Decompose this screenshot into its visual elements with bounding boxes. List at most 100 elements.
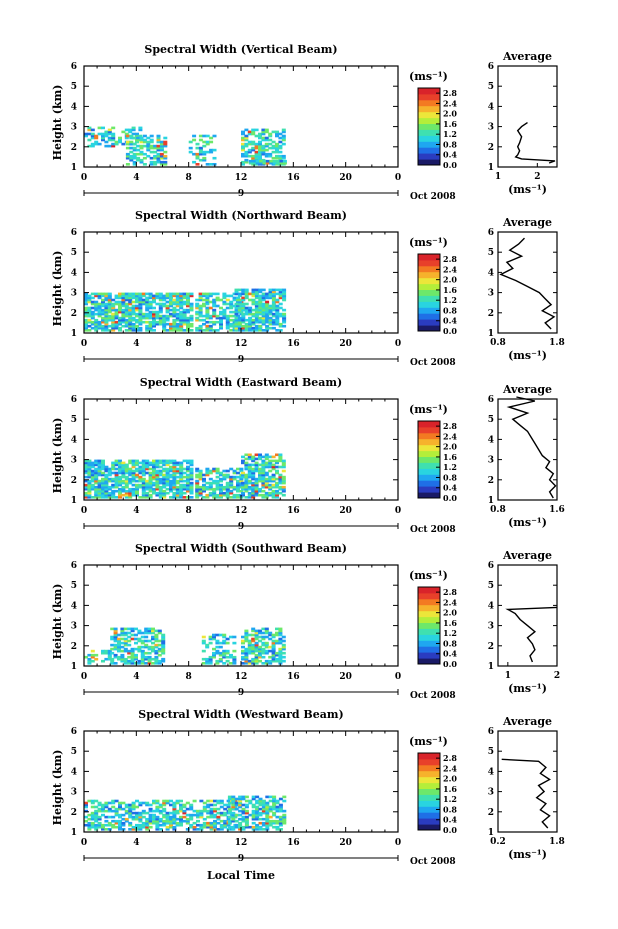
- heatmap-cell: [208, 483, 213, 487]
- heatmap-cell: [236, 493, 240, 497]
- heatmap-cell: [254, 453, 259, 457]
- heatmap-cell: [141, 823, 146, 827]
- heatmap-cell: [101, 485, 105, 489]
- heatmap-cell: [182, 805, 187, 809]
- heatmap-cell: [225, 326, 230, 330]
- heatmap-cell: [104, 326, 109, 330]
- heatmap-cell: [213, 815, 217, 819]
- heatmap-cell: [138, 322, 143, 326]
- colorbar-swatch: [418, 426, 440, 434]
- heatmap-cell: [254, 643, 259, 647]
- heatmap-cell: [251, 797, 256, 801]
- heatmap-cell: [278, 805, 283, 809]
- heatmap-cell: [162, 799, 167, 803]
- heatmap-cell: [215, 483, 220, 487]
- heatmap-cell: [157, 629, 162, 633]
- average-x-tick-label: 0.2: [490, 837, 506, 847]
- heatmap-cell: [251, 496, 256, 499]
- heatmap-cell: [156, 140, 161, 144]
- heatmap-cell: [281, 489, 286, 493]
- heatmap-cell: [205, 316, 210, 320]
- heatmap-cell: [198, 489, 203, 493]
- heatmap-cell: [138, 306, 143, 310]
- heatmap-cell: [268, 146, 273, 150]
- colorbar-tick-label: 2.0: [443, 774, 457, 784]
- heatmap-cell: [195, 298, 200, 302]
- heatmap-cell: [258, 134, 262, 138]
- heatmap-cell: [247, 132, 252, 136]
- heatmap-cell: [179, 491, 184, 495]
- heatmap-cell: [151, 637, 155, 641]
- heatmap-cell: [179, 306, 184, 310]
- heatmap-cell: [124, 329, 129, 332]
- heatmap-cell: [231, 799, 236, 803]
- heatmap-cell: [281, 138, 286, 142]
- heatmap-cell: [261, 302, 266, 306]
- heatmap-cell: [87, 308, 92, 312]
- heatmap-cell: [172, 310, 177, 314]
- heatmap-cell: [264, 629, 269, 633]
- heatmap-cell: [227, 821, 232, 825]
- heatmap-cell: [271, 641, 276, 645]
- heatmap-cell: [165, 815, 170, 819]
- heatmap-cell: [215, 467, 220, 471]
- heatmap-cell: [205, 314, 210, 318]
- heatmap-cell: [229, 294, 234, 298]
- heatmap-cell: [90, 302, 95, 306]
- heatmap-cell: [169, 300, 173, 304]
- heatmap-cell: [229, 653, 233, 657]
- heatmap-cell: [107, 306, 112, 310]
- heatmap-cell: [175, 799, 180, 803]
- heatmap-cell: [278, 627, 283, 631]
- y-tick-label: 1: [71, 329, 77, 339]
- heatmap-cell: [192, 152, 197, 156]
- heatmap-cell: [271, 655, 276, 659]
- heatmap-cell: [261, 314, 266, 318]
- heatmap-cell: [241, 160, 245, 164]
- heatmap-cell: [158, 296, 163, 300]
- heatmap-cell: [121, 801, 126, 805]
- heatmap-cell: [244, 659, 249, 663]
- heatmap-cell: [225, 294, 230, 298]
- heatmap-cell: [87, 144, 92, 148]
- heatmap-cell: [202, 322, 206, 326]
- heatmap-cell: [261, 469, 266, 473]
- heatmap-cell: [258, 150, 262, 154]
- heatmap-cell: [278, 479, 283, 483]
- heatmap-cell: [97, 132, 102, 136]
- heatmap-cell: [261, 292, 266, 296]
- heatmap-cell: [269, 161, 274, 165]
- heatmap-cell: [196, 813, 200, 817]
- heatmap-cell: [114, 481, 119, 485]
- heatmap-cell: [282, 813, 287, 817]
- heatmap-cell: [232, 485, 237, 489]
- heatmap-cell: [241, 455, 245, 459]
- heatmap-cell: [155, 312, 160, 316]
- heatmap-cell: [195, 304, 200, 308]
- heatmap-cell: [101, 310, 105, 314]
- heatmap-cell: [148, 324, 153, 328]
- heatmap-cell: [141, 465, 146, 469]
- heatmap-cell: [208, 292, 213, 296]
- heatmap-cell: [148, 809, 153, 813]
- heatmap-cell: [251, 637, 256, 641]
- heatmap-cell: [84, 318, 88, 322]
- heatmap-cell: [268, 645, 273, 649]
- heatmap-cell: [268, 659, 273, 663]
- heatmap-cell: [123, 649, 128, 653]
- heatmap-cell: [84, 322, 88, 326]
- x-tick-label: 0: [395, 506, 401, 516]
- heatmap-cell: [202, 821, 207, 825]
- heatmap-cell: [148, 471, 153, 475]
- heatmap-cell: [155, 475, 160, 479]
- heatmap-cell: [140, 659, 145, 663]
- heatmap-cell: [232, 475, 237, 479]
- heatmap-cell: [117, 645, 121, 649]
- heatmap-cell: [97, 326, 102, 330]
- heatmap-cell: [104, 320, 109, 324]
- heatmap-cell: [94, 322, 99, 326]
- heatmap-cell: [94, 312, 99, 316]
- heatmap-cell: [223, 813, 228, 817]
- heatmap-cell: [229, 306, 234, 310]
- heatmap-cell: [241, 314, 246, 318]
